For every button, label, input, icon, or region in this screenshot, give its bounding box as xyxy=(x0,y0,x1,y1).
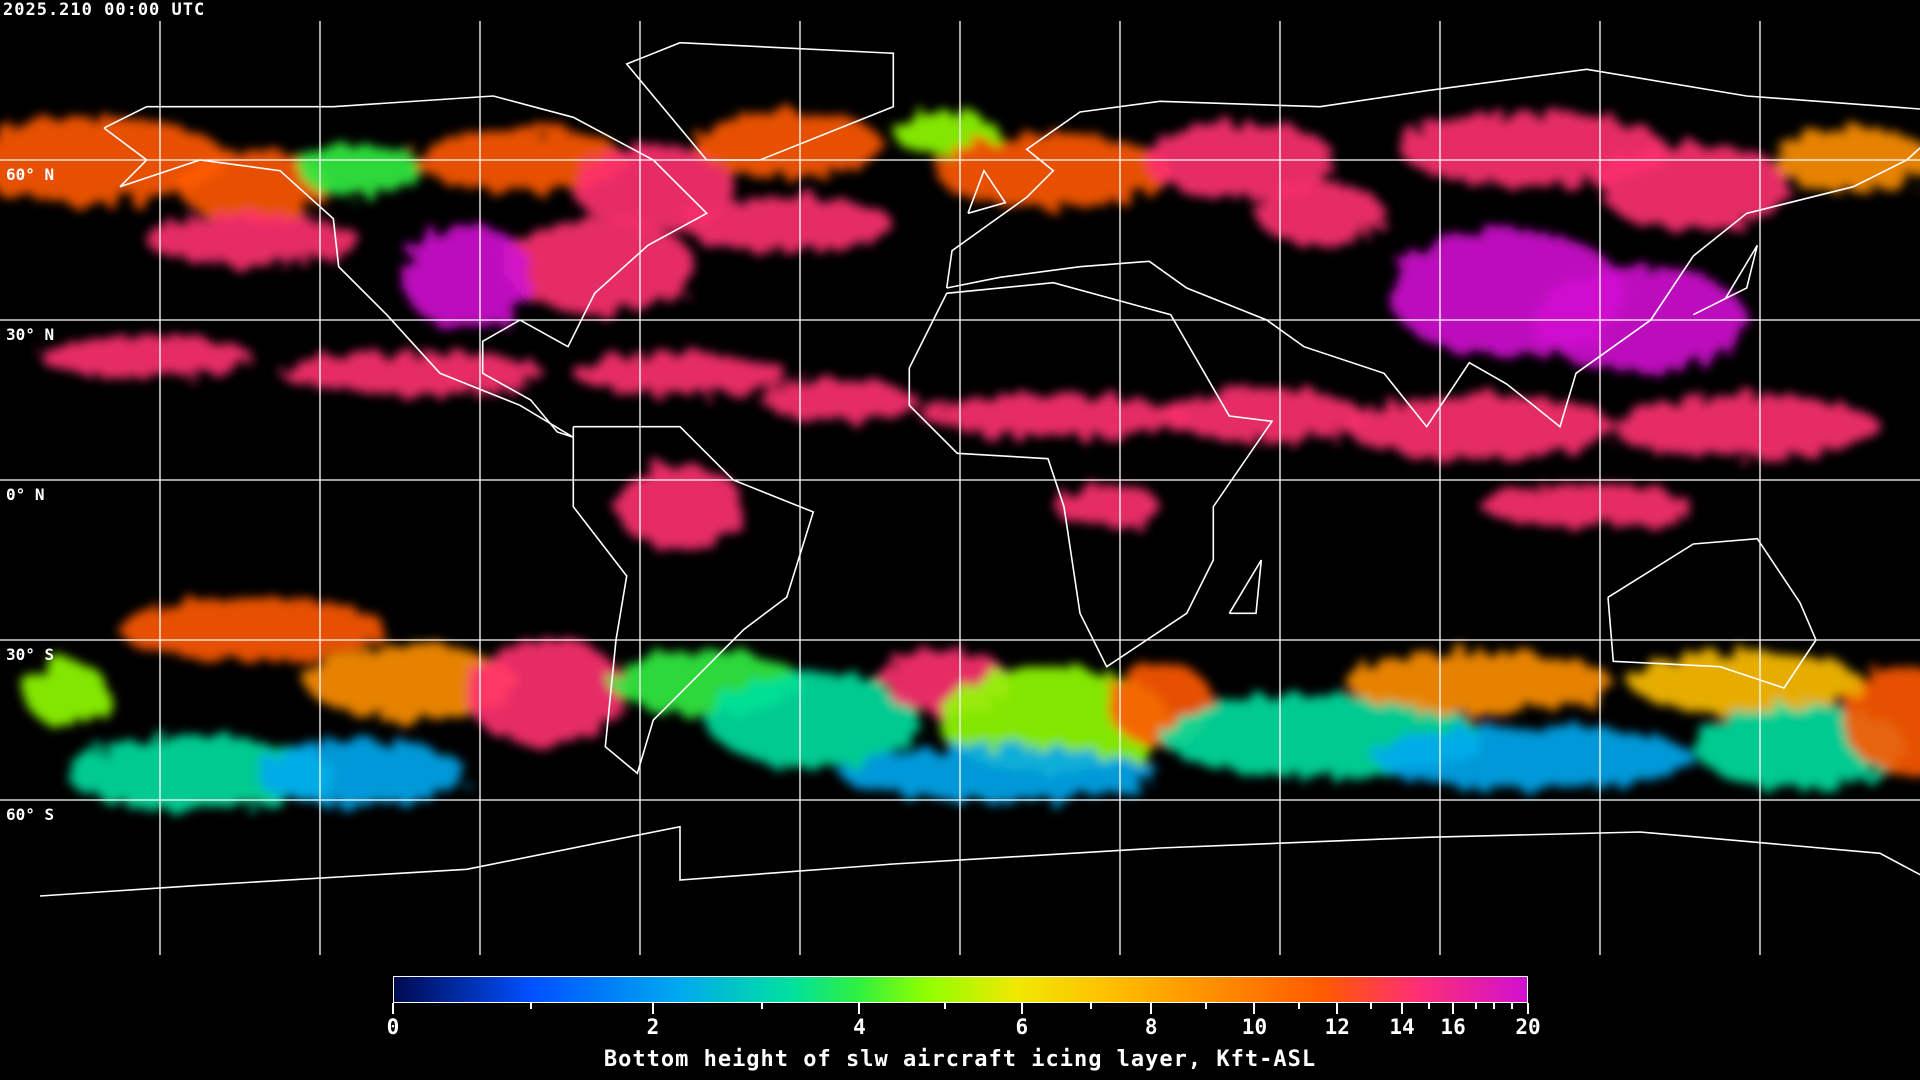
colorbar-major-tick xyxy=(1527,1003,1529,1014)
icing-cloud-region xyxy=(1256,181,1384,246)
colorbar-tick-label: 10 xyxy=(1241,1015,1268,1039)
coastlines xyxy=(39,41,1920,897)
colorbar-minor-tick xyxy=(1511,1003,1514,1009)
icing-cloud-region xyxy=(1842,666,1920,774)
colorbar-major-tick xyxy=(1401,1003,1403,1014)
icing-cloud-region xyxy=(573,352,787,395)
colorbar-major-tick xyxy=(651,1003,654,1014)
lat-label-30n: 30° N xyxy=(6,325,55,344)
colorbar-minor-tick xyxy=(1297,1003,1300,1009)
colorbar-minor-tick xyxy=(530,1003,533,1009)
colorbar-title: Bottom height of slw aircraft icing laye… xyxy=(603,1047,1317,1072)
lat-label-0n: 0° N xyxy=(6,485,45,504)
icing-cloud-region xyxy=(24,661,110,726)
coastline xyxy=(572,425,815,775)
icing-cloud-region xyxy=(1053,485,1160,528)
icing-cloud-region xyxy=(296,144,424,198)
colorbar-minor-tick xyxy=(760,1003,763,1009)
icing-cloud-region xyxy=(306,645,520,720)
icing-cloud-region xyxy=(1346,650,1614,715)
coastline xyxy=(945,68,1920,429)
lat-label-60s: 60° S xyxy=(6,805,55,824)
colorbar-major-tick xyxy=(1020,1003,1023,1014)
icing-cloud-region xyxy=(573,144,734,230)
colorbar-major-tick xyxy=(1336,1003,1339,1014)
colorbar-major-tick xyxy=(1150,1003,1153,1014)
coastline xyxy=(39,825,1920,897)
colorbar-tick-label: 8 xyxy=(1144,1015,1158,1039)
icing-cloud-region xyxy=(1373,725,1694,790)
coastline xyxy=(1692,244,1759,316)
colorbar-tick-label: 20 xyxy=(1515,1015,1541,1039)
colorbar-major-tick xyxy=(1253,1003,1256,1014)
icing-cloud-region xyxy=(680,197,894,251)
icing-cloud-region xyxy=(466,640,627,747)
icing-cloud-region xyxy=(1346,394,1614,459)
colorbar-minor-tick xyxy=(1428,1003,1431,1009)
icing-cloud-region xyxy=(1480,485,1694,528)
colorbar-tick-label: 0 xyxy=(386,1015,400,1039)
colorbar-tick-label: 14 xyxy=(1389,1015,1415,1039)
colorbar-tick-label: 4 xyxy=(853,1015,866,1039)
icing-cloud-region xyxy=(760,378,920,422)
lat-lon-grid xyxy=(0,21,1920,955)
colorbar xyxy=(393,976,1528,1003)
icing-cloud-region xyxy=(1170,389,1363,443)
icing-cloud-region xyxy=(690,112,883,176)
icing-cloud-region xyxy=(253,741,467,806)
colorbar-minor-tick xyxy=(1370,1003,1373,1009)
colorbar-minor-tick xyxy=(943,1003,946,1009)
colorbar-tick-label: 12 xyxy=(1324,1015,1350,1039)
icing-cloud-region xyxy=(146,213,360,267)
icing-cloud-region xyxy=(1613,394,1880,459)
lat-label-60n: 60° N xyxy=(6,165,55,184)
icing-cloud-region xyxy=(40,336,254,379)
colorbar-minor-tick xyxy=(1474,1003,1477,1009)
icing-cloud-region xyxy=(504,218,696,315)
colorbar-minor-tick xyxy=(1204,1003,1207,1009)
icing-cloud-region xyxy=(616,464,744,550)
colorbar-major-tick xyxy=(1452,1003,1455,1014)
icing-map xyxy=(0,21,1920,955)
colorbar-tick-label: 16 xyxy=(1440,1015,1466,1039)
icing-cloud-region xyxy=(1597,144,1790,230)
timestamp: 2025.210 00:00 UTC xyxy=(3,0,206,20)
colorbar-minor-tick xyxy=(1492,1003,1495,1009)
colorbar-major-tick xyxy=(858,1003,861,1014)
icing-cloud-region xyxy=(402,224,531,331)
icing-cloud-region xyxy=(706,672,920,768)
coastline xyxy=(908,281,1274,668)
icing-cloud-region xyxy=(840,746,1160,800)
coastline xyxy=(1228,559,1263,615)
coastline xyxy=(103,95,709,439)
colorbar-tick-label: 6 xyxy=(1015,1015,1029,1039)
colorbar-tick-label: 2 xyxy=(646,1015,660,1039)
icing-cloud-region xyxy=(66,736,334,811)
lat-label-30s: 30° S xyxy=(6,645,55,664)
icing-cloud-region xyxy=(178,149,328,224)
icing-cloud-region xyxy=(1629,650,1864,715)
colorbar-major-tick xyxy=(392,1003,394,1014)
coastline xyxy=(967,168,1007,215)
colorbar-minor-tick xyxy=(1090,1003,1093,1009)
